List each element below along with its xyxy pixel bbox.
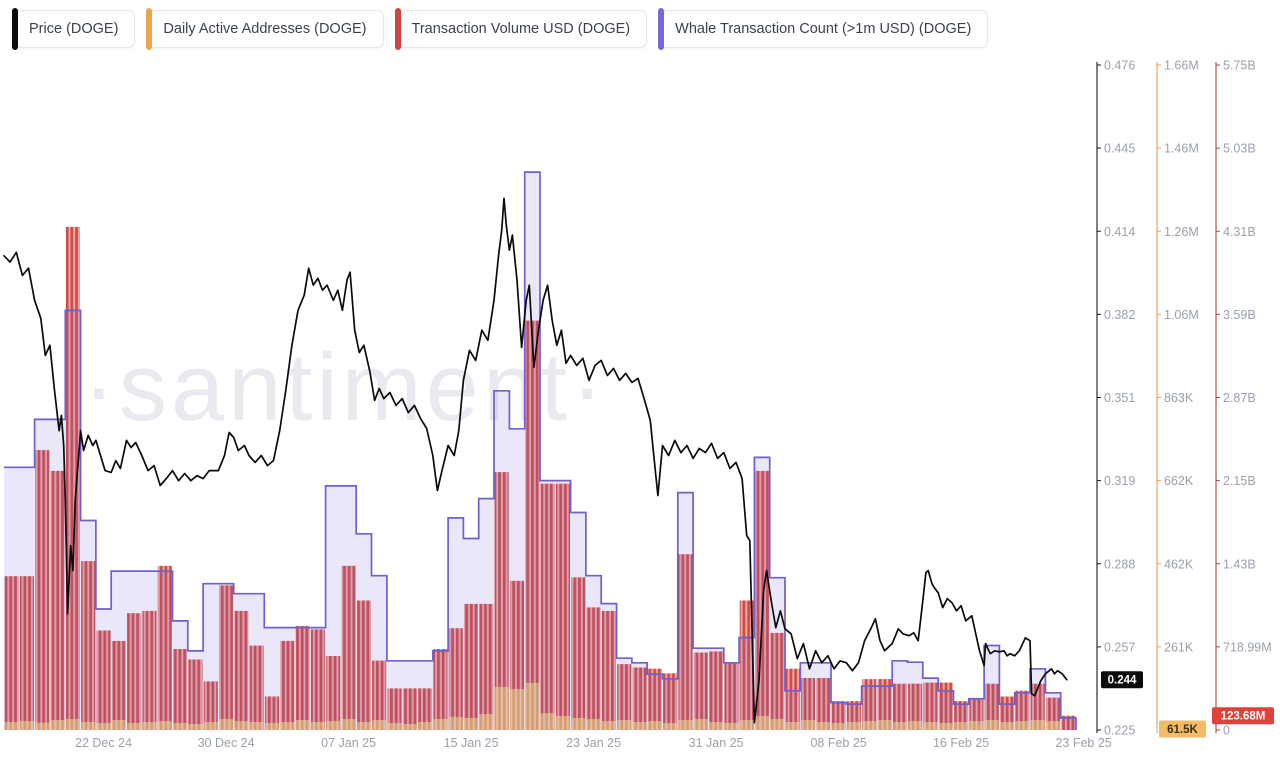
whale-swatch-icon	[658, 8, 665, 50]
addresses-badge: 61.5K	[1159, 720, 1206, 738]
svg-text:15 Jan 25: 15 Jan 25	[444, 736, 499, 750]
svg-text:0.319: 0.319	[1104, 474, 1135, 488]
legend-chip-active-addresses[interactable]: Daily Active Addresses (DOGE)	[146, 8, 384, 50]
x-axis-labels: 22 Dec 24 30 Dec 24 07 Jan 25 15 Jan 25 23 J…	[75, 736, 1112, 750]
svg-text:0.351: 0.351	[1104, 391, 1135, 405]
price-badge: 0.244	[1101, 671, 1143, 689]
svg-text:0.382: 0.382	[1104, 308, 1135, 322]
svg-text:123.68M: 123.68M	[1221, 711, 1266, 723]
svg-text:1.66M: 1.66M	[1164, 59, 1199, 73]
whale-step-line	[4, 171, 1077, 730]
legend-label: Whale Transaction Count (>1m USD) (DOGE)	[675, 21, 972, 37]
svg-text:3.59B: 3.59B	[1223, 308, 1256, 322]
volume-badge: 123.68M	[1212, 707, 1274, 725]
svg-text:1.43B: 1.43B	[1223, 557, 1256, 571]
svg-text:2.15B: 2.15B	[1223, 474, 1256, 488]
volume-swatch-icon	[394, 8, 401, 50]
price-swatch-icon	[12, 8, 18, 50]
svg-text:5.75B: 5.75B	[1223, 59, 1256, 73]
volume-bars	[4, 226, 1076, 730]
svg-text:07 Jan 25: 07 Jan 25	[321, 736, 376, 750]
svg-text:662K: 662K	[1164, 474, 1194, 488]
svg-text:30 Dec 24: 30 Dec 24	[198, 736, 255, 750]
volume-axis: 5.75B 5.03B 4.31B 3.59B 2.87B 2.15B 1.43B 718.9…	[1215, 59, 1272, 738]
svg-text:0.257: 0.257	[1104, 640, 1135, 654]
svg-text:0.445: 0.445	[1104, 142, 1135, 156]
svg-text:1.06M: 1.06M	[1164, 308, 1199, 322]
addresses-swatch-icon	[146, 8, 153, 50]
svg-text:462K: 462K	[1164, 557, 1194, 571]
legend: Price (DOGE) Daily Active Addresses (DOG…	[12, 8, 989, 50]
svg-text:2.87B: 2.87B	[1223, 391, 1256, 405]
svg-text:261K: 261K	[1164, 640, 1194, 654]
svg-text:23 Jan 25: 23 Jan 25	[566, 736, 621, 750]
svg-text:0.244: 0.244	[1108, 675, 1137, 687]
svg-text:0.225: 0.225	[1104, 724, 1135, 738]
svg-text:1.46M: 1.46M	[1164, 142, 1199, 156]
svg-text:08 Feb 25: 08 Feb 25	[810, 736, 866, 750]
svg-text:0.288: 0.288	[1104, 557, 1135, 571]
svg-text:5.03B: 5.03B	[1223, 142, 1256, 156]
svg-text:31 Jan 25: 31 Jan 25	[689, 736, 744, 750]
addresses-axis: 1.66M 1.46M 1.26M 1.06M 863K 662K 462K 261K	[1156, 59, 1199, 733]
legend-label: Price (DOGE)	[29, 21, 119, 37]
active-address-bars	[4, 682, 1061, 730]
svg-text:0.476: 0.476	[1104, 59, 1135, 73]
svg-text:16 Feb 25: 16 Feb 25	[933, 736, 989, 750]
legend-chip-transaction-volume[interactable]: Transaction Volume USD (DOGE)	[394, 8, 648, 50]
legend-chip-whale-transactions[interactable]: Whale Transaction Count (>1m USD) (DOGE)	[658, 8, 989, 50]
price-line	[3, 197, 1068, 724]
svg-text:1.26M: 1.26M	[1164, 225, 1199, 239]
santiment-watermark: ·santiment·	[83, 334, 607, 441]
legend-label: Daily Active Addresses (DOGE)	[163, 21, 367, 37]
svg-text:863K: 863K	[1164, 391, 1194, 405]
svg-text:61.5K: 61.5K	[1167, 724, 1198, 736]
svg-text:0.414: 0.414	[1104, 225, 1135, 239]
price-axis: 0.476 0.445 0.414 0.382 0.351 0.319 0.288 0.257…	[1096, 59, 1135, 738]
legend-label: Transaction Volume USD (DOGE)	[411, 21, 631, 37]
svg-text:0: 0	[1223, 724, 1230, 738]
svg-text:22 Dec 24: 22 Dec 24	[75, 736, 132, 750]
svg-text:4.31B: 4.31B	[1223, 225, 1256, 239]
legend-chip-price[interactable]: Price (DOGE)	[12, 8, 136, 50]
svg-text:23 Feb 25: 23 Feb 25	[1055, 736, 1111, 750]
svg-text:718.99M: 718.99M	[1223, 640, 1272, 654]
